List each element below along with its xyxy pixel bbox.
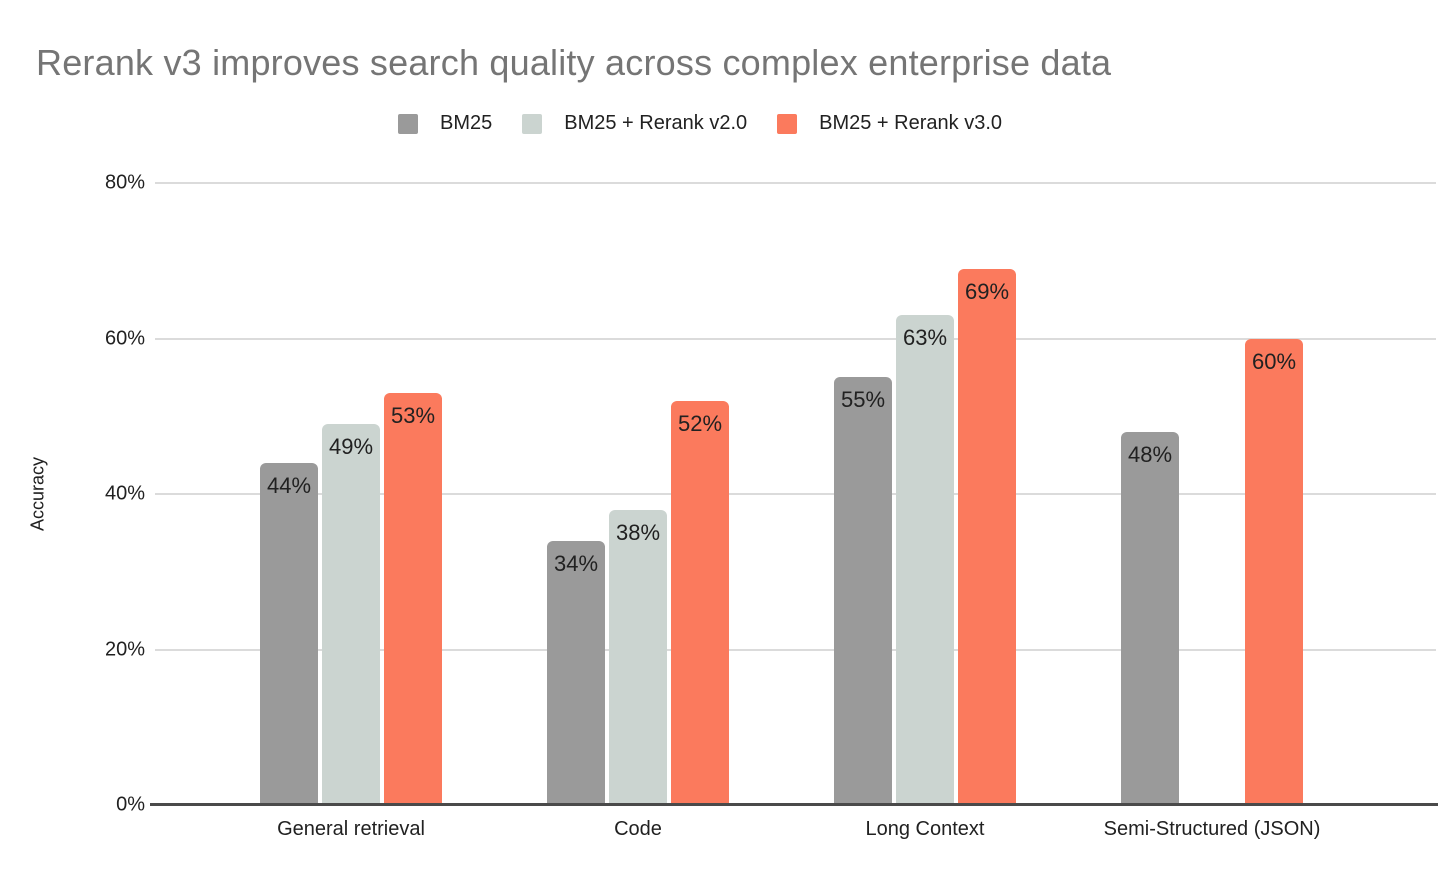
bar-value-label: 63% bbox=[902, 325, 948, 351]
bar-bm25-rerank-v2-0-general-retrieval bbox=[322, 424, 380, 805]
gridline bbox=[155, 337, 1436, 340]
bar-value-label: 44% bbox=[266, 472, 312, 498]
bar-value-label: 38% bbox=[615, 519, 661, 545]
legend-swatch-icon bbox=[522, 113, 543, 134]
bar-bm25-code bbox=[547, 540, 605, 805]
bar-bm25-long-context bbox=[834, 377, 892, 805]
legend-item: BM25 + Rerank v2.0 bbox=[522, 112, 747, 135]
bar-bm25-rerank-v2-0-code bbox=[609, 509, 667, 805]
y-tick-label: 60% bbox=[104, 327, 145, 349]
bar-bm25-rerank-v3-0-code bbox=[671, 400, 729, 805]
bar-value-label: 69% bbox=[964, 278, 1010, 304]
y-tick-label: 40% bbox=[104, 482, 145, 505]
x-category-label: Long Context bbox=[865, 818, 985, 840]
bar-bm25-rerank-v2-0-long-context bbox=[896, 315, 954, 805]
bar-bm25-semi-structured-json bbox=[1121, 431, 1179, 805]
chart-title: Rerank v3 improves search quality across… bbox=[36, 42, 1112, 83]
y-tick-label: 0% bbox=[116, 793, 145, 816]
x-category-label: General retrieval bbox=[277, 818, 425, 840]
bar-bm25-rerank-v3-0-long-context bbox=[958, 268, 1016, 805]
bar-value-label: 60% bbox=[1251, 348, 1297, 374]
bar-bm25-rerank-v3-0-semi-structured-json bbox=[1245, 338, 1303, 805]
gridline bbox=[155, 182, 1436, 184]
bar-bm25-rerank-v3-0-general-retrieval bbox=[384, 392, 442, 805]
x-axis-line bbox=[150, 803, 1438, 806]
bar-value-label: 55% bbox=[840, 387, 886, 413]
y-axis-title: Accuracy bbox=[27, 456, 48, 532]
y-tick-label: 80% bbox=[104, 171, 145, 194]
x-category-label: Code bbox=[614, 818, 662, 840]
legend-swatch-icon bbox=[777, 113, 798, 134]
bar-value-label: 48% bbox=[1127, 441, 1173, 467]
bar-value-label: 49% bbox=[328, 434, 374, 460]
bar-value-label: 52% bbox=[677, 410, 723, 436]
bar-value-label: 53% bbox=[390, 402, 436, 428]
legend-swatch-icon bbox=[398, 113, 418, 134]
gridline bbox=[155, 648, 1436, 651]
x-category-label: Semi-Structured (JSON) bbox=[1103, 818, 1321, 840]
legend-item: BM25 + Rerank v3.0 bbox=[777, 112, 1002, 135]
plot-area: 44% 49% 53% 34% 38% 52% 55% 63% 69% 48% 60% bbox=[150, 182, 1438, 806]
legend-label: BM25 + Rerank v2.0 bbox=[564, 112, 748, 134]
y-tick-label: 20% bbox=[104, 638, 145, 660]
legend-label: BM25 bbox=[440, 112, 493, 134]
legend-item: BM25 bbox=[398, 112, 492, 135]
bar-value-label: 34% bbox=[553, 550, 599, 576]
chart-legend: BM25 BM25 + Rerank v2.0 BM25 + Rerank v3.0 bbox=[398, 112, 1002, 135]
bar-bm25-general-retrieval bbox=[260, 462, 318, 805]
gridline bbox=[155, 493, 1436, 495]
legend-label: BM25 + Rerank v3.0 bbox=[819, 112, 1002, 134]
